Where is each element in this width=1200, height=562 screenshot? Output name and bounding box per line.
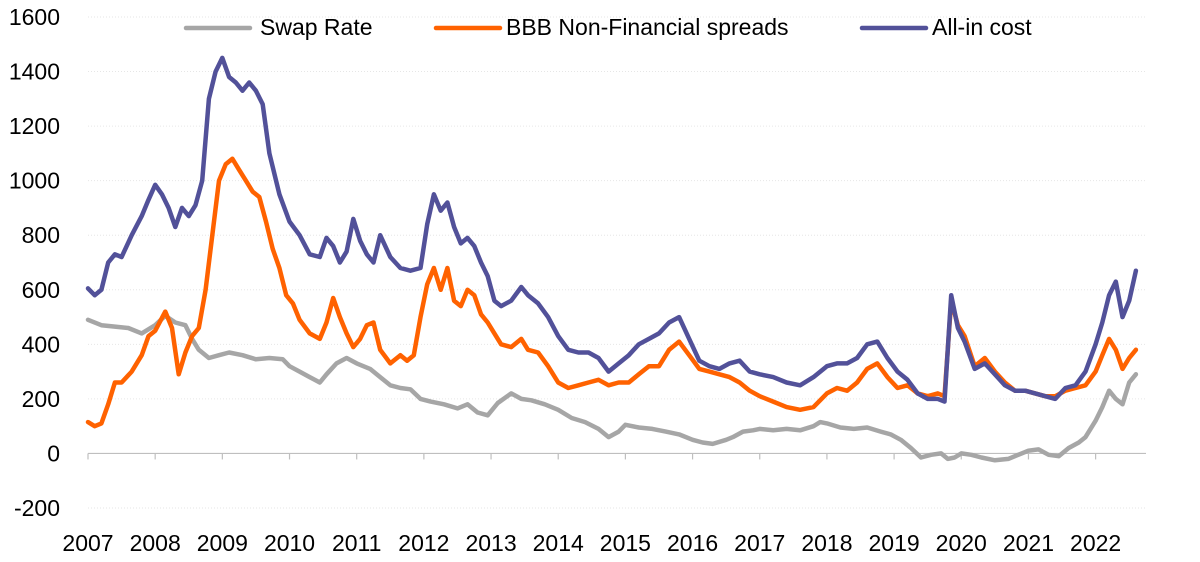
x-tick-label: 2009 [197, 530, 248, 556]
series-line-all-in-cost [85, 55, 1139, 404]
x-tick-label: 2017 [734, 530, 785, 556]
y-tick-label: 600 [22, 277, 60, 303]
series-lines [85, 55, 1139, 463]
x-tick-label: 2007 [62, 530, 113, 556]
legend-label-swap-rate: Swap Rate [260, 14, 373, 40]
series-line-bbb-non-financial-spreads [85, 156, 1139, 429]
x-tick-label: 2016 [667, 530, 718, 556]
legend-label-bbb-non-financial-spreads: BBB Non-Financial spreads [506, 14, 789, 40]
y-tick-label: 0 [47, 440, 60, 466]
y-tick-label: 400 [22, 331, 60, 357]
x-tick-label: 2010 [264, 530, 315, 556]
x-tick-label: 2012 [398, 530, 449, 556]
series-line-swap-rate [85, 313, 1139, 463]
x-tick-label: 2011 [332, 530, 381, 556]
y-tick-label: 1600 [9, 4, 60, 30]
x-tick-label: 2014 [533, 530, 584, 556]
x-tick-label: 2008 [130, 530, 181, 556]
x-tick-label: 2020 [936, 530, 987, 556]
x-tick-label: 2019 [869, 530, 920, 556]
legend-label-all-in-cost: All-in cost [932, 14, 1032, 40]
x-tick-label: 2021 [1003, 530, 1054, 556]
x-tick-label: 2018 [801, 530, 852, 556]
y-tick-label: -200 [14, 495, 60, 521]
x-tick-label: 2013 [465, 530, 516, 556]
y-tick-label: 1200 [9, 113, 60, 139]
gridlines [88, 16, 1146, 509]
y-tick-label: 1400 [9, 59, 60, 85]
legend: Swap Rate BBB Non-Financial spreads All-in… [183, 14, 1032, 40]
y-tick-label: 200 [22, 386, 60, 412]
axes: -200 0 200 400 600 800 1000 1200 1400 1600 2007 200… [9, 4, 1146, 556]
y-tick-label: 800 [22, 222, 60, 248]
x-tick-label: 2022 [1070, 530, 1121, 556]
x-tick-label: 2015 [600, 530, 651, 556]
y-tick-label: 1000 [9, 168, 60, 194]
